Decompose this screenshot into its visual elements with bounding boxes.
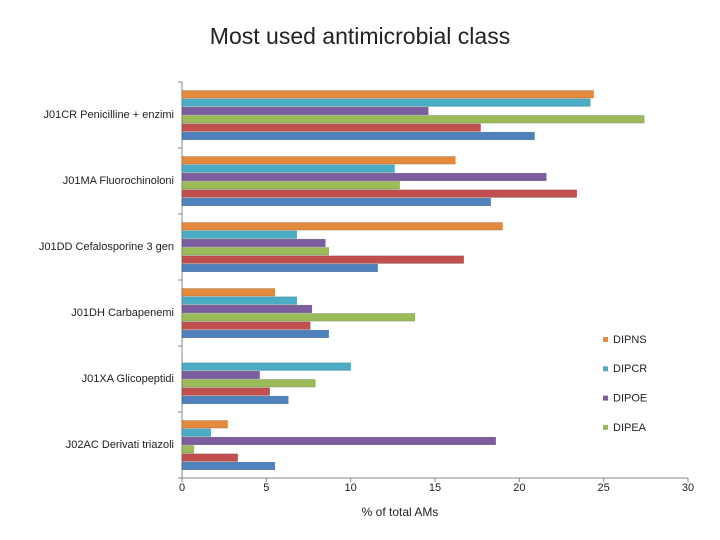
bar xyxy=(181,247,330,256)
x-tick-label: 15 xyxy=(429,482,441,494)
bar xyxy=(181,313,416,322)
bar xyxy=(181,420,228,429)
bar xyxy=(181,321,311,330)
bar xyxy=(181,428,211,437)
x-tick-label: 30 xyxy=(682,482,694,494)
bar xyxy=(181,230,297,239)
legend-swatch xyxy=(603,424,608,430)
bar xyxy=(181,123,481,132)
bar xyxy=(181,90,594,99)
bar xyxy=(181,395,289,405)
bar xyxy=(181,370,260,380)
y-tick-label: J01DH Carbapenemi xyxy=(71,307,174,319)
y-tick-label: J02AC Derivati triazoli xyxy=(66,439,174,451)
chart-title: Most used antimicrobial class xyxy=(210,23,510,49)
bar xyxy=(181,115,645,124)
bar xyxy=(181,436,497,446)
bar xyxy=(181,156,456,165)
y-tick-label: J01MA Fluorochinoloni xyxy=(63,175,174,187)
bar xyxy=(181,98,591,107)
bar xyxy=(181,255,464,264)
legend-label: DIPNS xyxy=(613,334,647,346)
bar xyxy=(181,304,313,314)
bar xyxy=(181,329,330,339)
bar xyxy=(181,288,276,297)
bar xyxy=(181,106,429,116)
bar xyxy=(181,445,195,454)
legend-label: DIPOE xyxy=(613,393,647,405)
y-tick-label: J01DD Cefalosporine 3 gen xyxy=(39,241,174,253)
bar xyxy=(181,263,378,273)
bar xyxy=(181,387,271,396)
x-tick-label: 10 xyxy=(345,482,357,494)
bar xyxy=(181,362,351,371)
bar xyxy=(181,222,503,231)
x-tick-label: 5 xyxy=(263,482,269,494)
legend-swatch xyxy=(603,337,608,342)
bar xyxy=(181,131,535,141)
legend-label: DIPCR xyxy=(613,363,647,375)
x-axis-label: % of total AMs xyxy=(362,505,439,519)
legend-swatch xyxy=(603,366,608,372)
bar xyxy=(181,189,577,198)
y-tick-label: J01XA Glicopeptidi xyxy=(82,373,174,385)
x-tick-label: 0 xyxy=(179,482,185,494)
bar xyxy=(181,172,547,182)
y-tick-label: J01CR Penicilline + enzimi xyxy=(43,109,174,121)
bar xyxy=(181,238,326,248)
legend-swatch xyxy=(603,395,608,401)
bar xyxy=(181,379,316,388)
bar xyxy=(181,181,400,190)
legend-label: DIPEA xyxy=(613,422,647,434)
bar xyxy=(181,296,297,305)
bar xyxy=(181,453,238,462)
x-tick-label: 20 xyxy=(513,482,525,494)
bar xyxy=(181,461,276,471)
bar xyxy=(181,164,395,173)
bar xyxy=(181,197,491,207)
x-tick-label: 25 xyxy=(598,482,610,494)
